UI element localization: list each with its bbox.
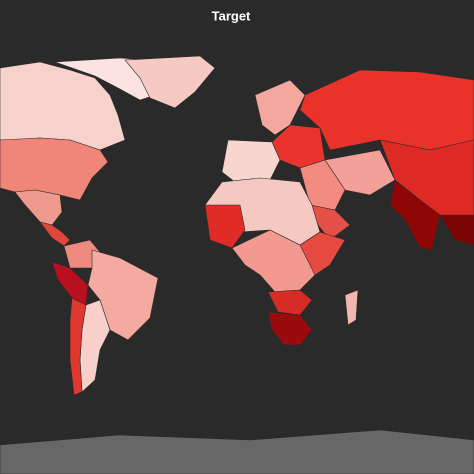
- india: [389, 179, 441, 251]
- antarctica: [0, 429, 474, 474]
- southern-central-africa: [267, 289, 313, 316]
- central-america: [39, 221, 71, 247]
- madagascar: [344, 289, 359, 326]
- east-africa: [299, 231, 346, 276]
- mexico: [14, 189, 63, 226]
- chile: [69, 297, 87, 396]
- map-title: Target: [212, 8, 251, 23]
- west-africa: [204, 204, 246, 249]
- brazil: [87, 249, 159, 341]
- southeast-asia: [439, 214, 474, 246]
- greenland: [124, 55, 216, 109]
- united-states: [0, 137, 109, 201]
- south-africa: [267, 311, 313, 346]
- countries: [0, 55, 474, 474]
